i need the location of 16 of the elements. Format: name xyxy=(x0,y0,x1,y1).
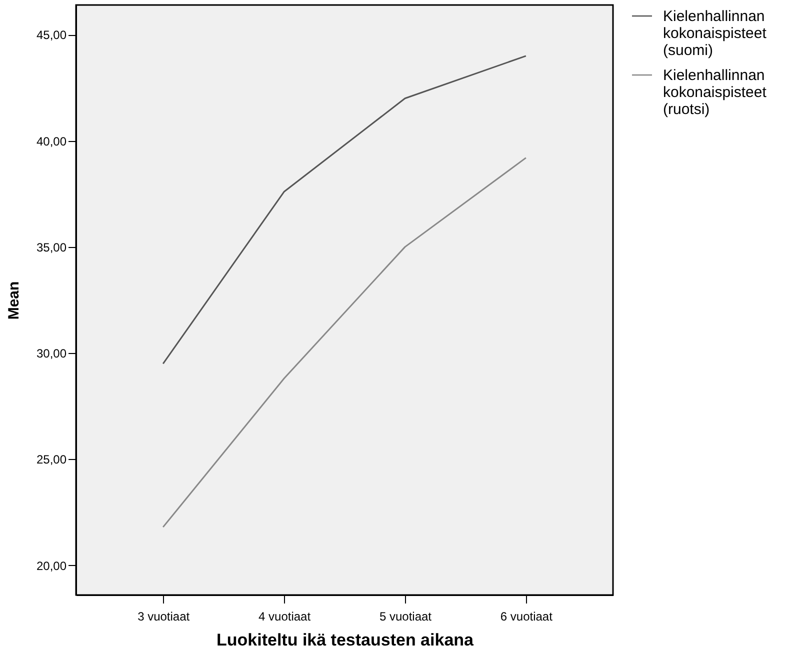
y-tick-label: 35,00 xyxy=(36,240,67,254)
y-axis-title: Mean xyxy=(5,281,22,320)
legend-label: Kielenhallinnan kokonaispisteet (ruotsi) xyxy=(663,67,768,118)
x-tick-label: 3 vuotiaat xyxy=(138,610,190,624)
line-series xyxy=(162,157,527,528)
y-tick-label: 45,00 xyxy=(36,28,67,42)
x-tick-label: 5 vuotiaat xyxy=(379,610,432,624)
legend-label: Kielenhallinnan kokonaispisteet (suomi) xyxy=(663,8,768,59)
x-axis-title: Luokiteltu ikä testausten aikana xyxy=(216,630,474,650)
y-tick-label: 30,00 xyxy=(36,346,67,361)
y-tick-label: 25,00 xyxy=(36,452,67,467)
line-series xyxy=(162,55,527,364)
y-tick-label: 40,00 xyxy=(36,134,67,148)
x-tick-label: 6 vuotiaat xyxy=(500,610,554,624)
y-tick-label: 20,00 xyxy=(36,558,67,573)
x-tick-label: 4 vuotiaat xyxy=(258,610,312,624)
